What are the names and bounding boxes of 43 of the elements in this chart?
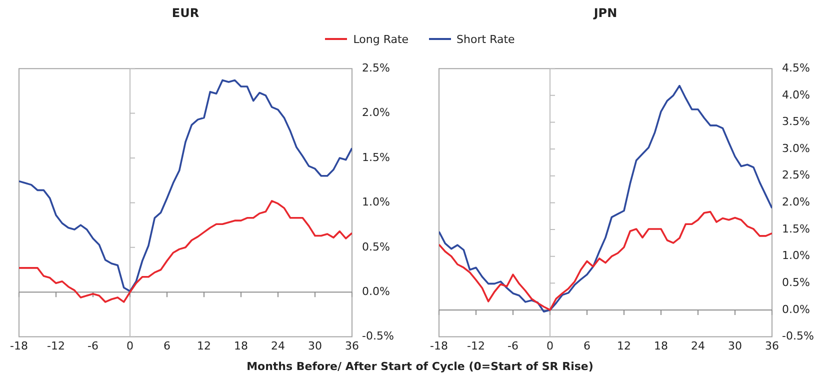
- y-tick-label: 4.5%: [782, 61, 810, 74]
- x-tick-label: 36: [345, 339, 359, 352]
- y-tick-label: 0.0%: [362, 284, 390, 298]
- x-tick-label: -6: [88, 339, 98, 352]
- x-tick-label: 6: [164, 339, 170, 352]
- y-tick-label: -0.5%: [782, 330, 814, 343]
- y-tick-label: -0.5%: [362, 330, 394, 343]
- x-tick-label: 18: [234, 339, 248, 352]
- x-tick-label: 30: [728, 339, 742, 352]
- chart-title: JPN: [592, 6, 618, 20]
- x-tick-label: 6: [584, 339, 590, 352]
- x-tick-label: -18: [10, 339, 28, 352]
- legend-label: Short Rate: [456, 32, 515, 46]
- y-tick-label: 2.0%: [362, 106, 390, 120]
- y-tick-label: 0.5%: [362, 240, 390, 254]
- y-tick-label: 2.5%: [782, 168, 810, 182]
- x-tick-label: 30: [308, 339, 322, 352]
- x-tick-label: 0: [546, 339, 554, 352]
- y-tick-label: 1.0%: [782, 249, 810, 262]
- y-tick-label: 4.0%: [782, 88, 810, 102]
- y-tick-label: 3.0%: [782, 142, 810, 155]
- x-tick-label: -12: [47, 339, 65, 352]
- x-tick-label: -12: [467, 339, 485, 352]
- x-tick-label: 12: [197, 339, 211, 352]
- chart-title: EUR: [170, 6, 200, 20]
- x-tick-label: 18: [654, 339, 668, 352]
- x-tick-label: 24: [691, 339, 705, 352]
- x-axis-title: Months Before/ After Start of Cycle (0=Start of SR Rise): [246, 360, 594, 373]
- y-tick-label: 2.5%: [362, 61, 390, 74]
- x-tick-label: -6: [508, 339, 518, 352]
- y-tick-label: 1.5%: [782, 222, 810, 236]
- x-tick-label: -18: [430, 339, 448, 352]
- x-tick-label: 24: [271, 339, 285, 352]
- legend-label: Long Rate: [352, 32, 409, 46]
- y-tick-label: 0.5%: [782, 276, 810, 290]
- x-tick-label: 0: [126, 339, 134, 352]
- y-tick-label: 1.0%: [362, 196, 390, 209]
- y-tick-label: 2.0%: [782, 196, 810, 209]
- y-tick-label: 3.5%: [782, 115, 810, 128]
- y-tick-label: 0.0%: [782, 302, 810, 316]
- x-tick-label: 12: [617, 339, 631, 352]
- x-tick-label: 36: [765, 339, 779, 352]
- y-tick-label: 1.5%: [362, 150, 390, 164]
